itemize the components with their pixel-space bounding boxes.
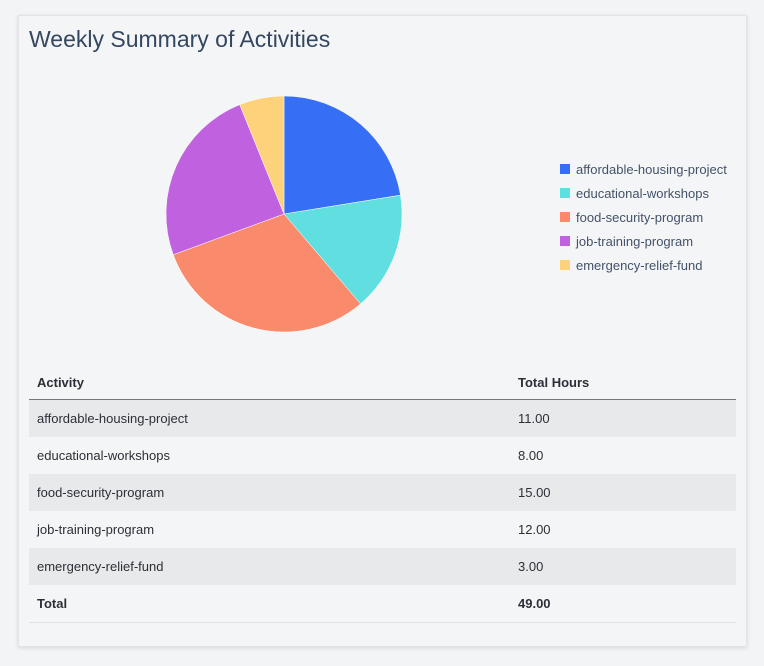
- page-title: Weekly Summary of Activities: [29, 26, 331, 52]
- legend-item[interactable]: affordable-housing-project: [560, 157, 727, 181]
- total-hours: 49.00: [510, 585, 736, 623]
- legend-label: educational-workshops: [576, 185, 709, 201]
- pie-slice-emergency-relief-fund[interactable]: [239, 95, 285, 215]
- legend-item[interactable]: job-training-program: [560, 229, 727, 253]
- legend-label: affordable-housing-project: [576, 161, 727, 177]
- activities-table: Activity Total Hours affordable-housing-…: [29, 366, 736, 623]
- legend-swatch: [560, 164, 570, 174]
- table-row: educational-workshops 8.00: [29, 437, 736, 474]
- legend: affordable-housing-project educational-wo…: [560, 157, 727, 277]
- legend-swatch: [560, 236, 570, 246]
- cell-activity: job-training-program: [37, 522, 155, 537]
- cell-hours: 11.00: [510, 399, 736, 437]
- legend-swatch: [560, 188, 570, 198]
- cell-activity: affordable-housing-project: [29, 399, 510, 437]
- cell-hours: 3.00: [510, 548, 736, 585]
- cell-activity: emergency-relief-fund: [29, 548, 510, 585]
- pie-slice-food-security-program[interactable]: [172, 213, 361, 333]
- pie-slice-educational-workshops[interactable]: [283, 194, 403, 305]
- legend-swatch: [560, 212, 570, 222]
- legend-label: job-training-program: [576, 233, 694, 249]
- header-activity: Activity: [29, 366, 510, 400]
- cell-activity: educational-workshops: [37, 448, 170, 463]
- cell-hours: 15.00: [510, 474, 736, 511]
- legend-label: emergency-relief-fund: [576, 257, 703, 273]
- cell-hours: 8.00: [518, 448, 544, 463]
- pie-slice-affordable-housing-project[interactable]: [283, 95, 401, 215]
- summary-card: Weekly Summary of Activities affordable-…: [18, 15, 747, 647]
- header-total-hours: Total Hours: [510, 366, 736, 400]
- legend-label: food-security-program: [576, 209, 704, 225]
- table-row: affordable-housing-project 11.00: [29, 399, 736, 437]
- table-total-row: Total 49.00: [29, 585, 736, 623]
- table-row: job-training-program 12.00: [29, 511, 736, 548]
- cell-activity: food-security-program: [29, 474, 510, 511]
- pie-chart: [165, 95, 403, 333]
- legend-item[interactable]: emergency-relief-fund: [560, 253, 727, 277]
- legend-item[interactable]: educational-workshops: [560, 181, 727, 205]
- legend-item[interactable]: food-security-program: [560, 205, 727, 229]
- legend-swatch: [560, 260, 570, 270]
- table-row: food-security-program 15.00: [29, 474, 736, 511]
- total-label: Total: [29, 585, 510, 623]
- table-header-row: Activity Total Hours: [29, 366, 736, 400]
- pie-slice-job-training-program[interactable]: [165, 104, 285, 256]
- table-row: emergency-relief-fund 3.00: [29, 548, 736, 585]
- cell-hours: 12.00: [518, 522, 551, 537]
